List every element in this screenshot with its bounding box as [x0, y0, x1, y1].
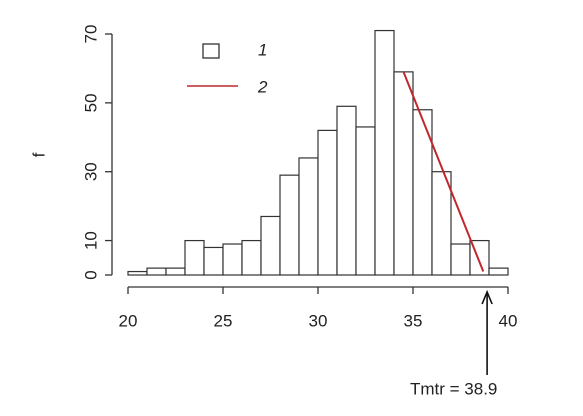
bar	[298, 157, 319, 276]
x-tick-label: 20	[119, 311, 138, 330]
bar	[393, 71, 414, 276]
arrow-head	[481, 289, 493, 305]
bar	[317, 129, 338, 276]
bar	[488, 267, 509, 276]
bar	[260, 215, 281, 276]
y-tick-label: 30	[81, 162, 100, 181]
bar	[127, 270, 148, 276]
bar	[374, 29, 395, 276]
x-tick-label: 35	[404, 311, 423, 330]
legend-label: 2	[257, 77, 268, 96]
y-tick-label: 10	[81, 231, 100, 250]
bar	[203, 246, 224, 276]
x-tick-label: 40	[499, 311, 518, 330]
bar	[184, 239, 205, 276]
y-axis-label: f	[29, 152, 48, 157]
bar	[222, 243, 243, 276]
fit-line	[402, 71, 485, 272]
y-tick-label: 0	[81, 270, 100, 279]
bar	[450, 243, 471, 276]
bar	[165, 267, 186, 276]
bar	[431, 171, 452, 276]
y-tick-label: 70	[81, 25, 100, 44]
bar	[241, 239, 262, 276]
x-tick-label: 30	[309, 311, 328, 330]
bar	[279, 174, 300, 276]
annotation: Tmtr = 38.9	[410, 379, 497, 398]
bar	[146, 267, 167, 276]
x-tick-label: 25	[214, 311, 233, 330]
y-tick-label: 50	[81, 93, 100, 112]
bar	[336, 105, 357, 276]
legend-box	[202, 43, 220, 59]
legend-label: 1	[258, 40, 267, 59]
bar	[355, 126, 376, 276]
